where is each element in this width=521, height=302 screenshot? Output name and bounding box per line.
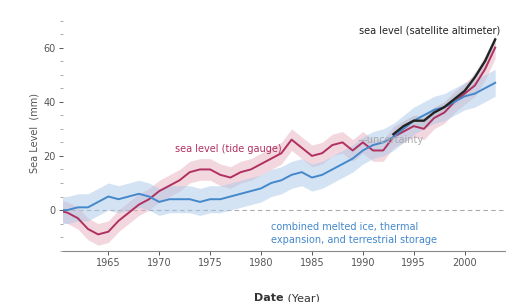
Text: (Year): (Year) <box>284 293 320 302</box>
Text: sea level (tide gauge): sea level (tide gauge) <box>175 144 281 154</box>
Text: combined melted ice, thermal
expansion, and terrestrial storage: combined melted ice, thermal expansion, … <box>271 222 437 246</box>
Text: sea level (satellite altimeter): sea level (satellite altimeter) <box>359 26 500 36</box>
Text: —uncertainty: —uncertainty <box>358 135 424 145</box>
Y-axis label: Sea Level  (mm): Sea Level (mm) <box>29 93 39 173</box>
Text: Date: Date <box>254 293 284 302</box>
